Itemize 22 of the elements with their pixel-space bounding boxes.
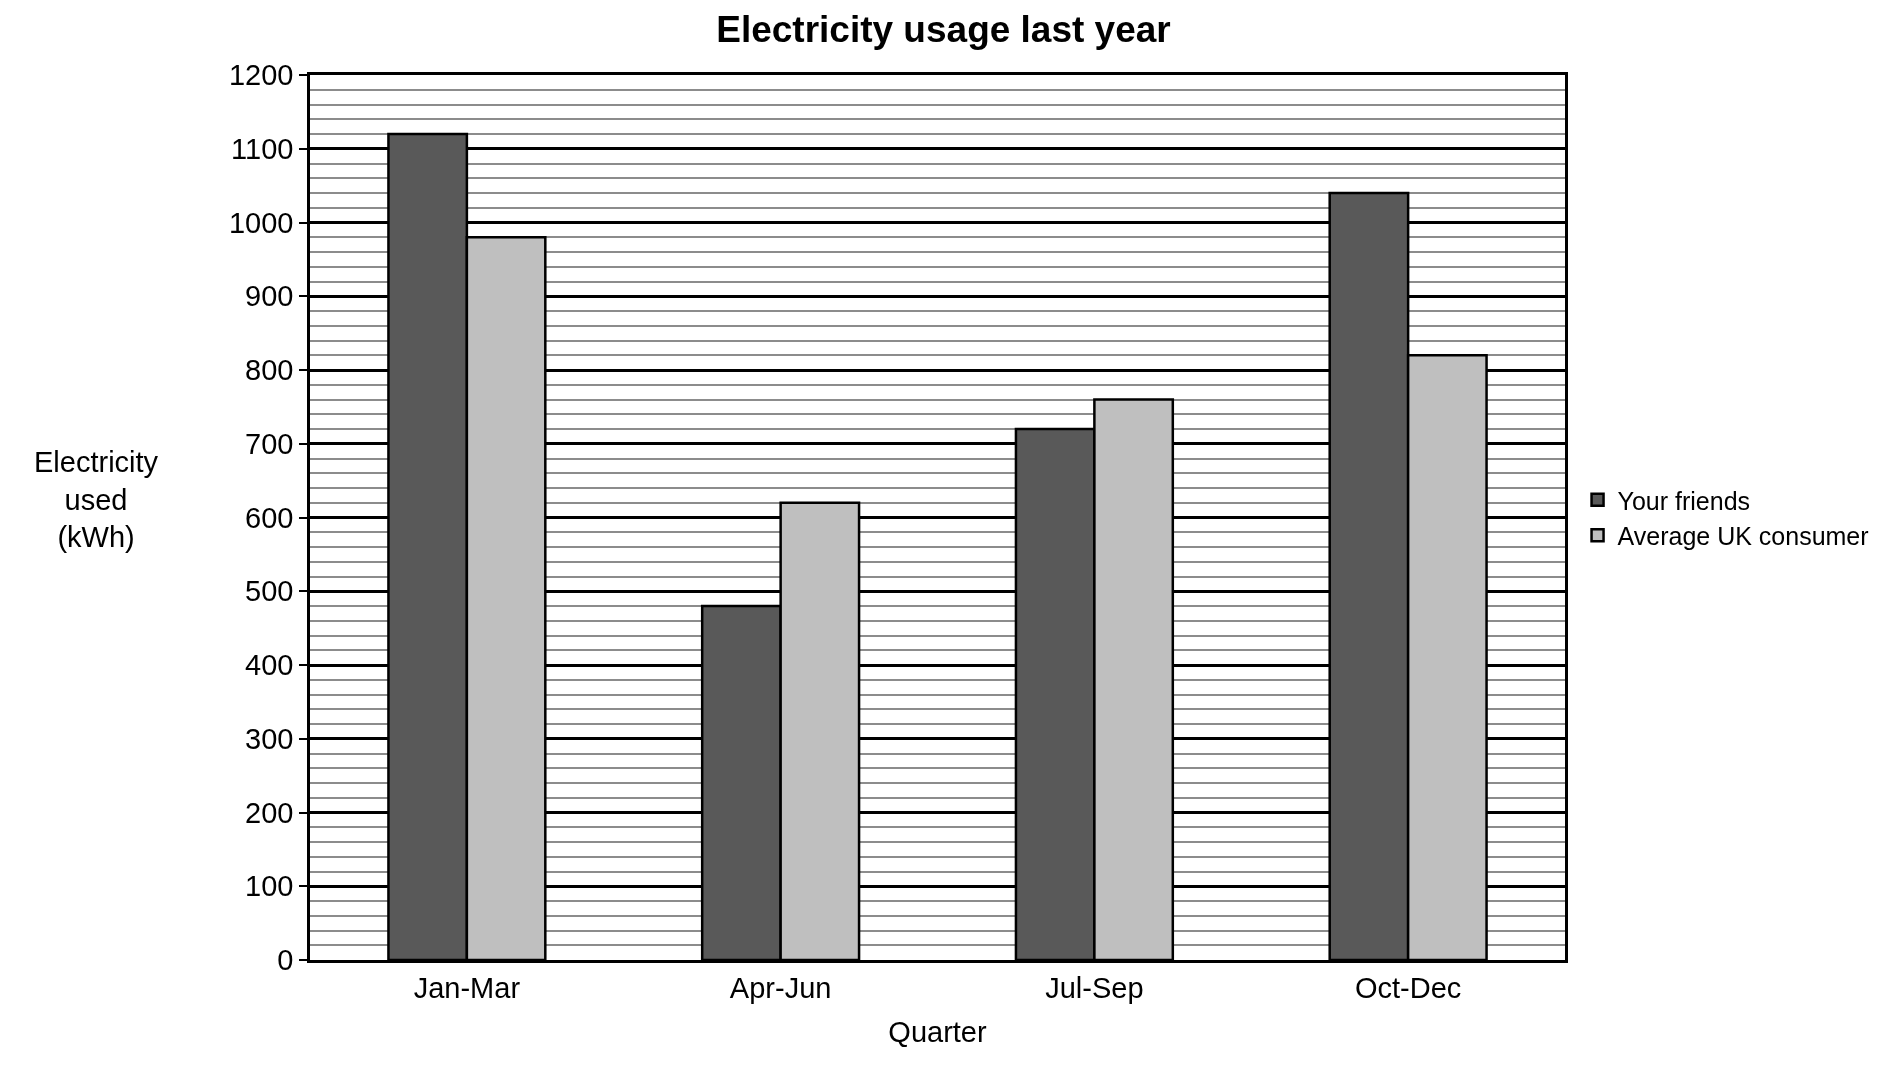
y-tick-label: 100	[245, 870, 294, 903]
y-tick-label: 900	[245, 280, 294, 313]
legend-label: Average UK consumer	[1617, 522, 1869, 550]
y-tick-label: 1000	[228, 206, 294, 239]
y-tick-label: 300	[245, 722, 294, 755]
x-tick-label: Jan-Mar	[413, 971, 521, 1004]
y-tick-label: 200	[245, 796, 294, 829]
x-tick-label: Jul-Sep	[1045, 971, 1144, 1004]
y-tick-label: 800	[245, 354, 294, 387]
y-tick-label: 1100	[231, 132, 294, 165]
y-tick-label: 0	[277, 944, 294, 977]
y-tick-label: 600	[245, 501, 294, 534]
y-tick-label: 400	[245, 649, 294, 682]
y-tick-label: 1200	[228, 59, 294, 92]
y-tick-label: 700	[245, 427, 294, 460]
legend-label: Your friends	[1617, 486, 1751, 515]
y-axis-title: Electricity used (kWh)	[34, 446, 159, 554]
x-tick-label: Oct-Dec	[1354, 971, 1462, 1004]
x-axis-title: Quarter	[888, 1016, 987, 1049]
y-tick-label: 500	[245, 575, 294, 608]
x-tick-label: Apr-Jun	[729, 971, 832, 1004]
chart-title: Electricity usage last year	[716, 8, 1171, 50]
